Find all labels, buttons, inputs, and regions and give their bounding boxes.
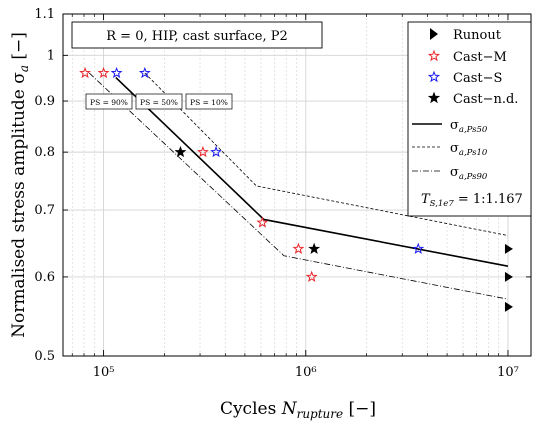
y-tick-label: 0.8 [34,145,55,160]
star-marker [210,145,222,158]
star-marker [412,242,425,254]
annotation-box [71,21,323,49]
runout-marker [504,243,513,254]
legend: Runout Cast−M Cast−S Cast−n.d. σa,Ps50 σ… [407,21,532,217]
y-tick-label: 0.5 [34,349,55,364]
svg-text:PS = 90%: PS = 90% [90,98,128,107]
y-tick-label: 1.1 [34,7,55,22]
star-marker [308,242,321,254]
legend-label-cast-s: Cast−S [453,71,502,86]
x-tick-label: 10⁵ [93,365,115,380]
x-axis-title: Cycles Nrupture [−] [220,399,376,421]
y-tick-label: 0.6 [34,270,55,285]
y-tick-label: 0.9 [34,94,55,109]
star-marker [110,66,123,79]
legend-label-cast-nd: Cast−n.d. [453,92,518,107]
axis-ticks: 0.5 0.6 0.7 0.8 0.9 1 1.1 10⁵ 10⁶ 10⁷ [34,7,531,380]
ps-label-50: PS = 50% [135,93,183,110]
legend-label-runout: Runout [453,28,502,43]
runout-marker [504,271,513,282]
legend-marker-cast-s [427,70,441,83]
star-marker [196,145,209,158]
runout-marker [504,301,513,312]
star-marker [97,66,110,79]
curves [89,72,509,300]
svg-text:PS = 50%: PS = 50% [140,98,178,107]
y-tick-label: 0.7 [34,203,55,218]
curve-solid [115,77,509,267]
y-axis-title: Normalised stress amplitude σa [−] [9,32,31,338]
curve-dashdot [89,72,509,300]
star-marker [256,216,269,228]
curve-dashed [144,72,509,236]
legend-marker-runout [430,28,438,40]
x-tick-label: 10⁷ [497,365,519,380]
ps-label-10: PS = 10% [185,93,233,110]
data-points [79,66,513,312]
star-marker [292,242,305,254]
legend-marker-cast-m [427,49,441,62]
x-tick-label: 10⁶ [295,365,317,380]
y-tick-label: 1 [47,48,55,63]
star-marker [305,270,318,282]
annotation-text: R = 0, HIP, cast surface, P2 [106,29,287,44]
star-marker [174,145,187,158]
legend-marker-cast-nd [427,91,441,104]
ps-label-90: PS = 90% [85,93,133,110]
legend-ts-label: TS,1e7 = 1:1.167 [421,192,523,209]
star-marker [79,66,92,79]
star-marker [138,66,151,79]
legend-label-cast-m: Cast−M [453,50,507,65]
svg-text:PS = 10%: PS = 10% [190,98,228,107]
